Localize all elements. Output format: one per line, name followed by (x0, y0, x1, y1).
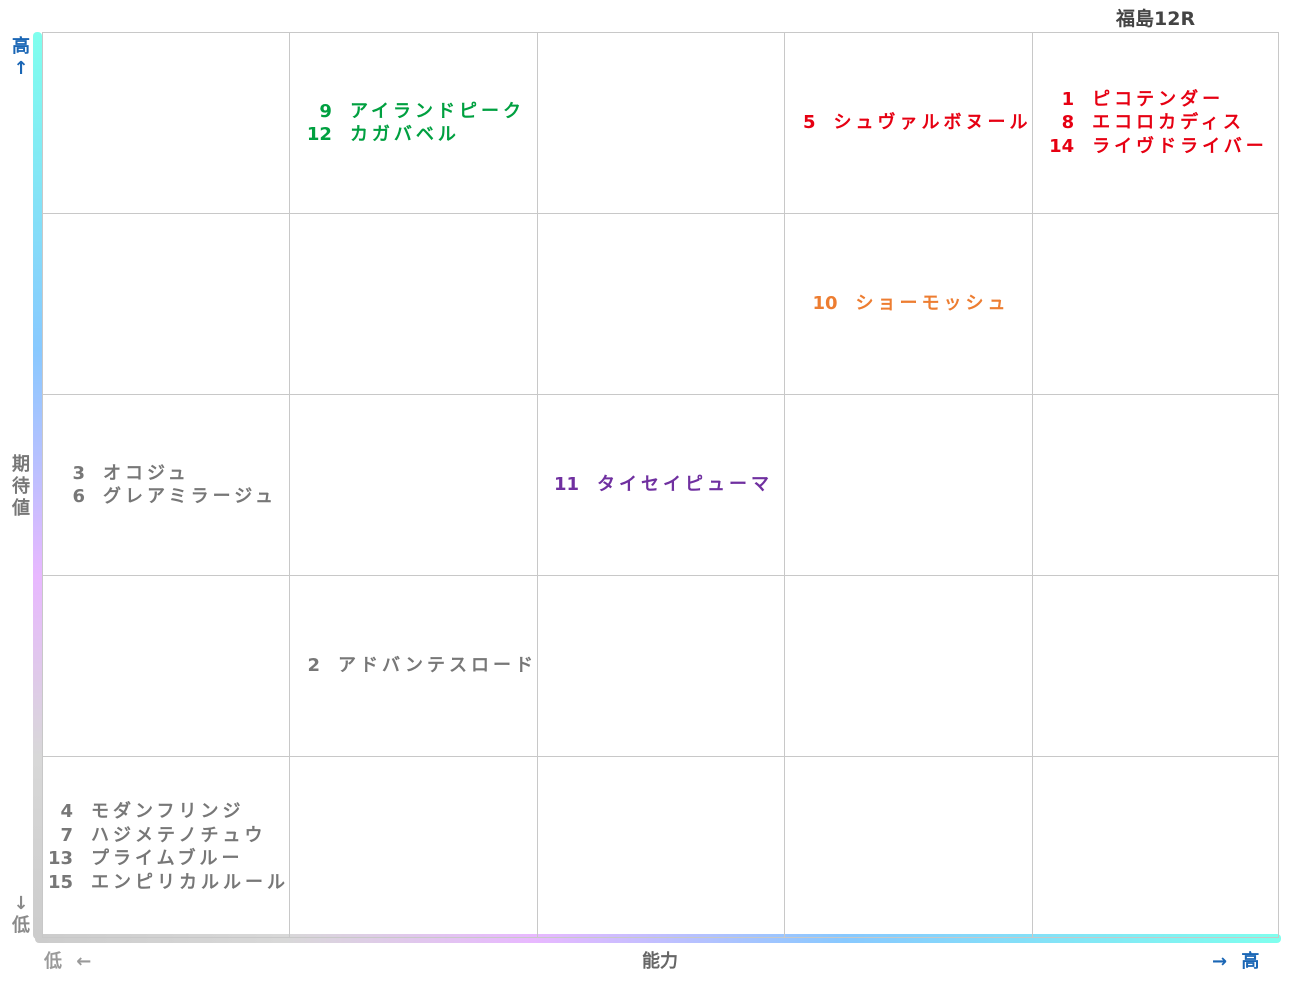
y-axis-high-label: 高 ↑ (11, 36, 31, 80)
horse-list: 5 シュヴァルボヌール (786, 111, 1032, 135)
grid-cell (537, 33, 784, 214)
grid-cell: 1 ピコテンダー 8 エコロカディス 14 ライヴドライバー (1032, 33, 1279, 214)
horse-entry: 7 ハジメテノチュウ (43, 824, 289, 848)
horse-name: シュヴァルボヌール (833, 112, 1032, 134)
grid-cell (1032, 757, 1279, 938)
y-axis-title: 期 待 値 (11, 454, 31, 520)
horse-name: プライムブルー (91, 848, 244, 869)
grid-cell (784, 757, 1032, 938)
up-arrow-icon: ↑ (13, 58, 29, 79)
horse-number: 6 (72, 486, 85, 507)
horse-number: 1 (1061, 88, 1075, 110)
horse-name: タイセイピューマ (597, 474, 773, 496)
horse-number: 15 (47, 871, 73, 893)
grid-cell (537, 757, 784, 938)
x-axis-gradient-bar (35, 934, 1281, 943)
horse-list: 11 タイセイピューマ (549, 473, 773, 497)
y-axis-low-label: ↓ 低 (11, 893, 31, 937)
grid-cell (42, 576, 289, 757)
horse-number: 3 (72, 462, 85, 484)
grid-cell (42, 33, 289, 214)
grid-cell (784, 576, 1032, 757)
horse-number: 7 (60, 824, 73, 846)
y-low-char: 低 (12, 915, 30, 936)
grid-cell (289, 214, 537, 395)
horse-entry: 14 ライヴドライバー (1044, 135, 1268, 159)
horse-name: オコジュ (102, 462, 190, 484)
horse-number: 4 (60, 801, 73, 822)
horse-name: モダンフリンジ (91, 801, 245, 822)
x-axis-title: 能力 (642, 951, 678, 972)
y-title-char: 期 (12, 454, 30, 475)
grid-cell: 2 アドバンテスロード (289, 576, 537, 757)
horse-entry: 10 ショーモッシュ (808, 292, 1010, 316)
horse-entry: 8 エコロカディス (1044, 111, 1268, 135)
grid-cell (42, 214, 289, 395)
y-title-char: 値 (12, 498, 30, 519)
grid-cell: 4 モダンフリンジ 7 ハジメテノチュウ 13 プライムブルー 15 エンピリカルルール (42, 757, 289, 938)
grid-cell (1032, 395, 1279, 576)
horse-name: ピコテンダー (1092, 88, 1225, 110)
horse-entry: 9 アイランドピーク (302, 100, 525, 124)
horse-entry: 6 グレアミラージュ (55, 485, 277, 509)
grid-cell (537, 214, 784, 395)
y-high-char: 高 (12, 36, 30, 57)
grid-cell (1032, 576, 1279, 757)
horse-entry: 5 シュヴァルボヌール (786, 111, 1032, 135)
horse-list: 2 アドバンテスロード (290, 654, 537, 678)
x-axis-high-label: → 高 (1212, 951, 1264, 972)
grid-cell: 10 ショーモッシュ (784, 214, 1032, 395)
y-axis-gradient-bar (33, 32, 42, 939)
horse-number: 9 (319, 100, 332, 122)
horse-number: 11 (553, 474, 579, 496)
horse-name: グレアミラージュ (102, 486, 278, 507)
grid-cell (289, 395, 537, 576)
horse-number: 13 (47, 848, 73, 869)
horse-name: カガバベル (349, 124, 460, 145)
horse-name: エコロカディス (1092, 112, 1245, 134)
horse-list: 10 ショーモッシュ (808, 292, 1010, 316)
grid-cell: 3 オコジュ 6 グレアミラージュ (42, 395, 289, 576)
horse-entry: 11 タイセイピューマ (549, 473, 773, 497)
horse-list: 3 オコジュ 6 グレアミラージュ (55, 462, 277, 509)
horse-entry: 15 エンピリカルルール (43, 871, 289, 895)
grid-cell (784, 395, 1032, 576)
down-arrow-icon: ↓ (13, 893, 29, 914)
horse-entry: 13 プライムブルー (43, 847, 289, 871)
horse-number: 10 (812, 293, 838, 315)
horse-name: ライヴドライバー (1092, 135, 1268, 157)
grid-cell (289, 757, 537, 938)
chart-title: 福島12R (1116, 8, 1196, 30)
grid-cell: 9 アイランドピーク 12 カガバベル (289, 33, 537, 214)
horse-number: 2 (307, 655, 321, 677)
horse-name: アイランドピーク (349, 100, 526, 122)
horse-number: 12 (306, 124, 332, 145)
horse-entry: 2 アドバンテスロード (290, 654, 537, 678)
horse-name: エンピリカルルール (91, 871, 289, 893)
horse-entry: 4 モダンフリンジ (43, 800, 289, 824)
horse-list: 9 アイランドピーク 12 カガバベル (302, 100, 525, 147)
horse-number: 8 (1061, 112, 1075, 134)
horse-entry: 12 カガバベル (302, 123, 525, 147)
horse-list: 4 モダンフリンジ 7 ハジメテノチュウ 13 プライムブルー 15 エンピリカルルール (43, 800, 289, 894)
horse-name: アドバンテスロード (338, 655, 537, 677)
horse-entry: 3 オコジュ (55, 462, 277, 486)
horse-number: 14 (1049, 135, 1075, 157)
grid-cell: 5 シュヴァルボヌール (784, 33, 1032, 214)
horse-entry: 1 ピコテンダー (1044, 88, 1268, 112)
grid-cell (537, 576, 784, 757)
horse-number: 5 (802, 112, 816, 134)
horse-list: 1 ピコテンダー 8 エコロカディス 14 ライヴドライバー (1044, 88, 1268, 159)
x-axis-low-label: 低 ← (44, 951, 96, 972)
matrix-grid: 9 アイランドピーク 12 カガバベル 5 シュヴァルボヌール 1 ピコテンダー 8 エコロカディ… (42, 32, 1279, 938)
grid-cell (1032, 214, 1279, 395)
horse-name: ハジメテノチュウ (91, 824, 267, 846)
grid-cell: 11 タイセイピューマ (537, 395, 784, 576)
y-title-char: 待 (12, 476, 30, 497)
horse-name: ショーモッシュ (855, 293, 1010, 315)
